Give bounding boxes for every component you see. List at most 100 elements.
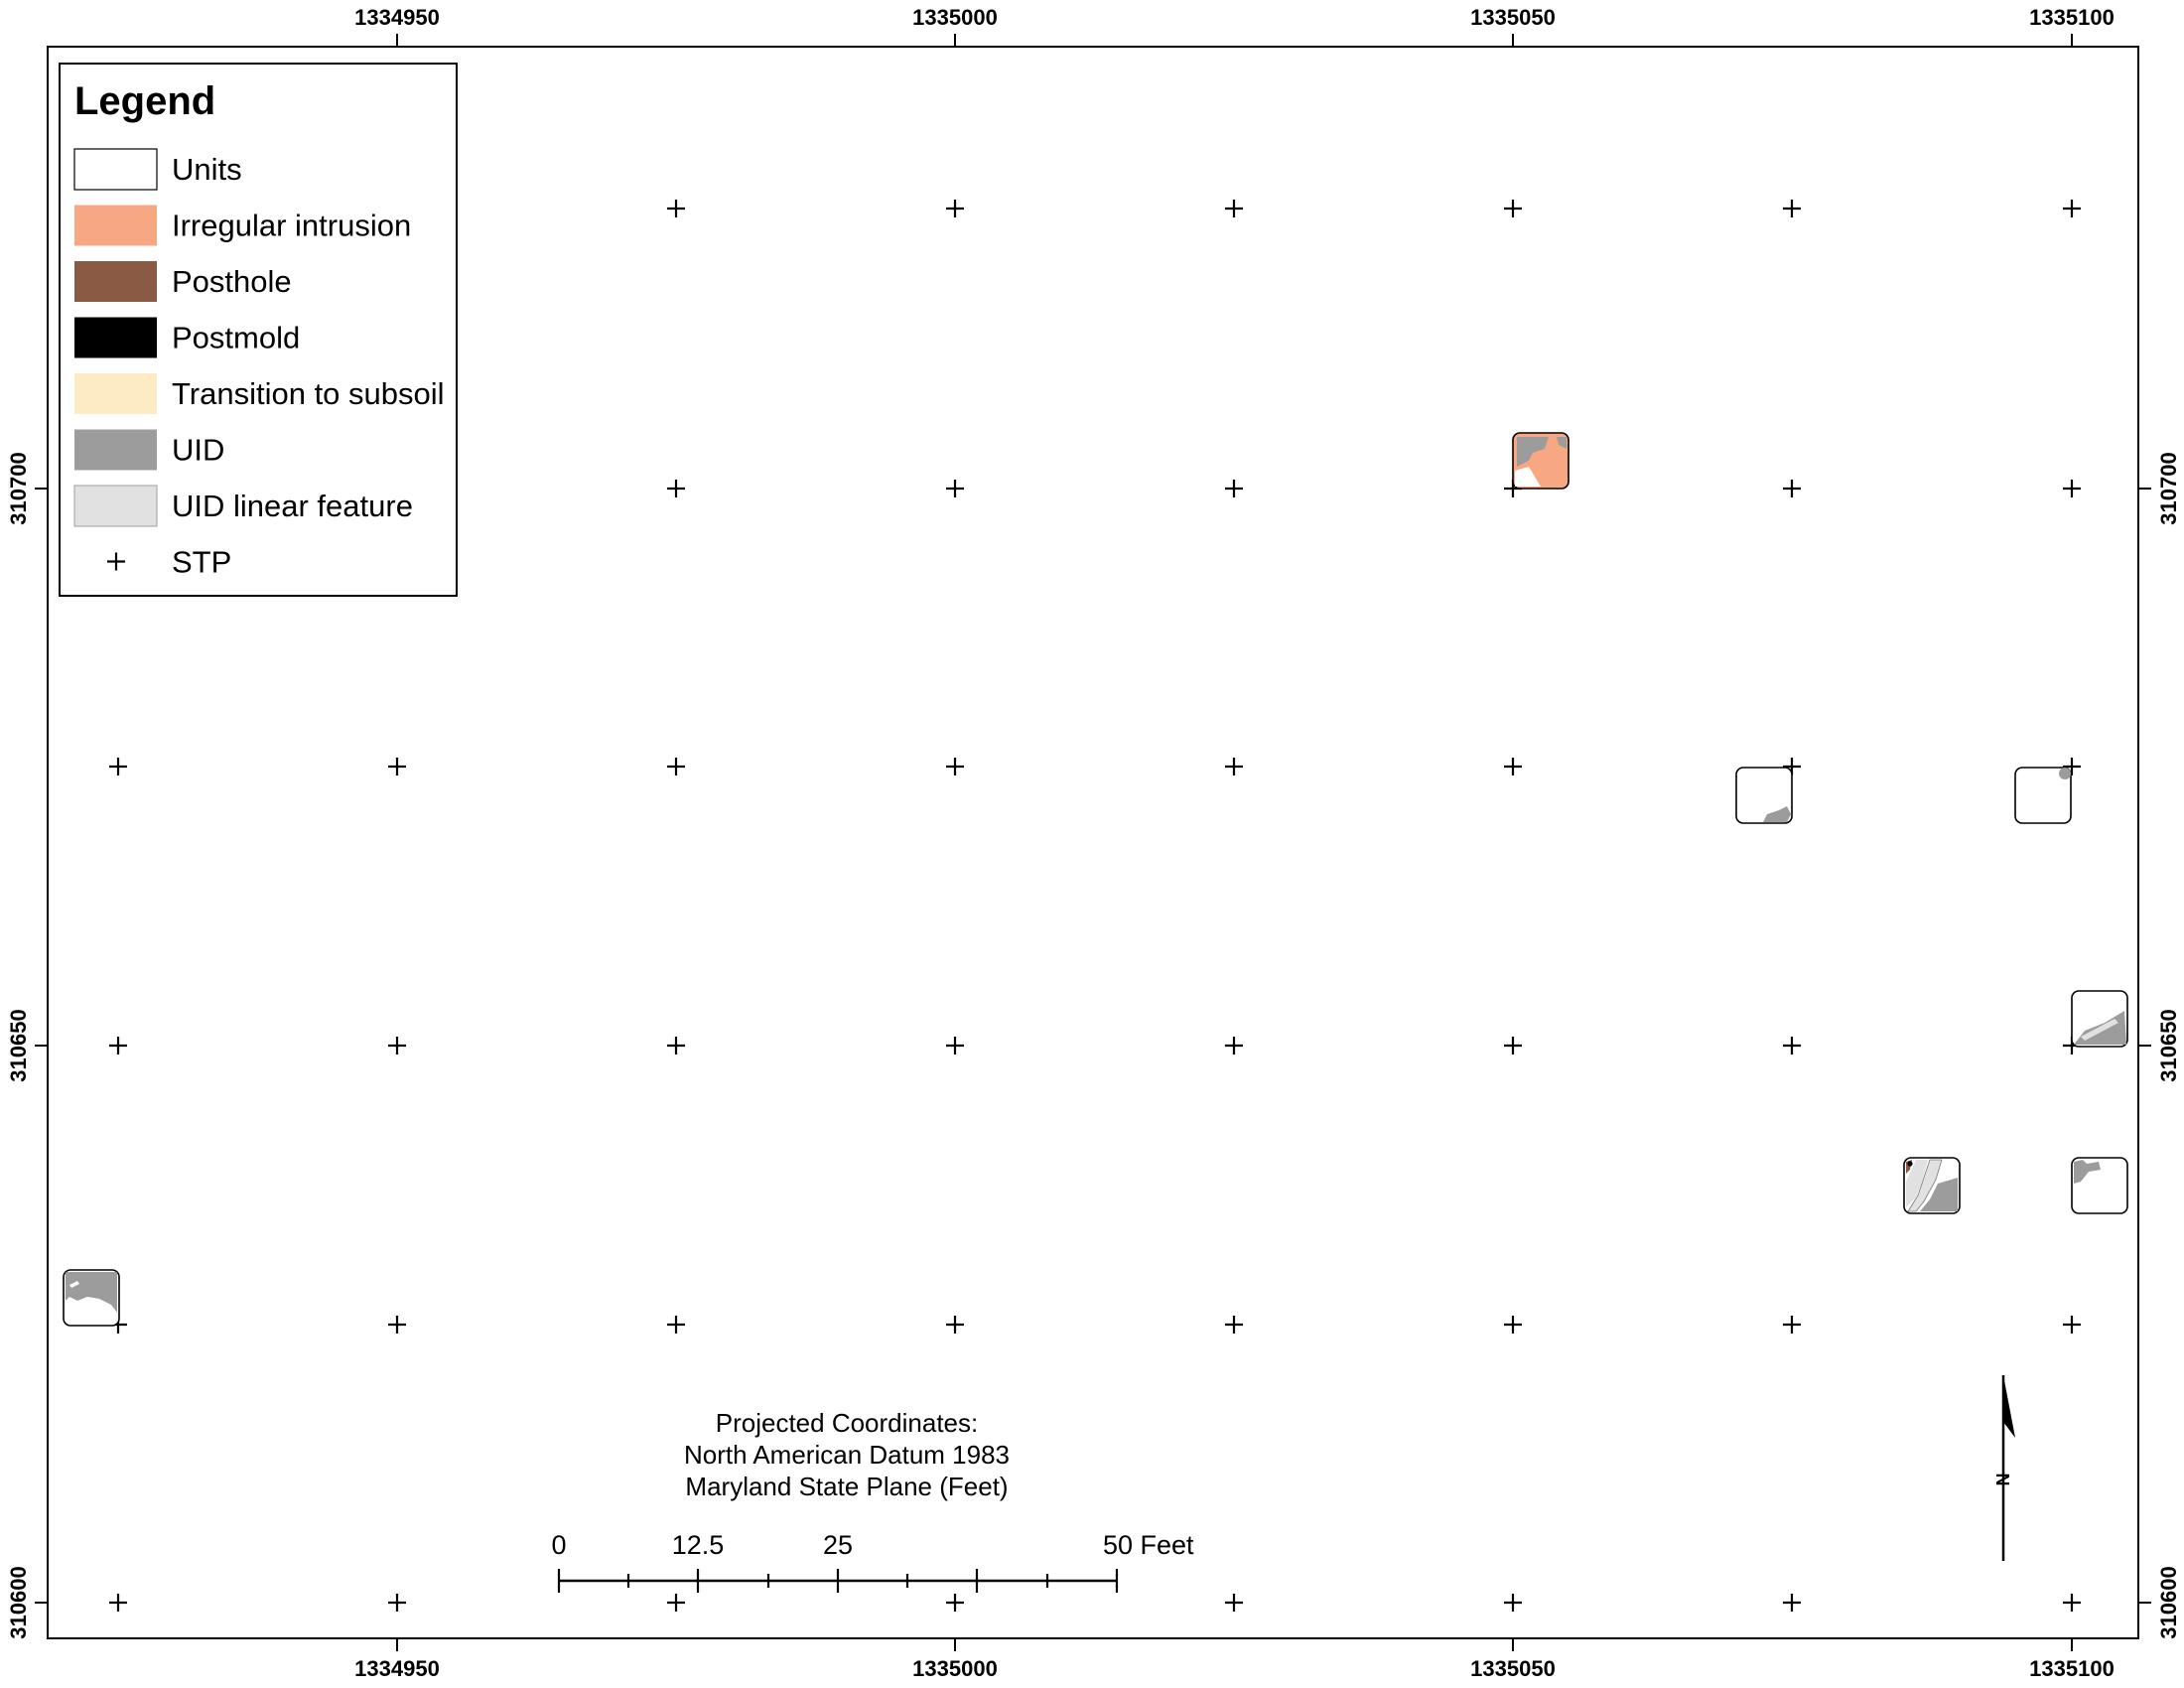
stp-cross-icon xyxy=(109,758,127,775)
excavation-units xyxy=(63,432,2128,1327)
stp-cross-icon xyxy=(388,1037,406,1055)
legend-item-label: STP xyxy=(172,545,231,580)
stp-cross-icon xyxy=(2063,1594,2081,1612)
legend: Legend Units Irregular intrusion Posthole P… xyxy=(59,63,458,597)
stp-cross-icon xyxy=(946,480,964,497)
stp-cross-icon xyxy=(1504,200,1522,217)
legend-item-label: Postmold xyxy=(172,321,300,355)
x-tick-label-bottom: 1335000 xyxy=(912,1656,998,1681)
legend-items: Units Irregular intrusion Posthole Postmold… xyxy=(73,148,445,580)
stp-cross-icon xyxy=(2063,1316,2081,1334)
legend-item: UID xyxy=(74,429,224,471)
x-tick-label-top: 1335050 xyxy=(1470,5,1556,30)
legend-swatch xyxy=(74,261,157,302)
unit-box xyxy=(2071,1157,2128,1214)
legend-title: Legend xyxy=(74,79,215,123)
stp-cross-icon xyxy=(109,1594,127,1612)
stp-cross-icon xyxy=(667,758,685,775)
unit-box xyxy=(1735,767,1793,824)
x-tick-label-top: 1334950 xyxy=(354,5,440,30)
stp-cross-icon xyxy=(946,1037,964,1055)
y-tick-label-left: 310650 xyxy=(6,1009,31,1081)
legend-item: STP xyxy=(107,545,231,580)
stp-cross-icon xyxy=(1783,1316,1801,1334)
stp-cross-icon xyxy=(1504,758,1522,775)
stp-cross-icon xyxy=(388,1594,406,1612)
legend-item: Irregular intrusion xyxy=(74,205,411,246)
x-tick-label-top: 1335100 xyxy=(2029,5,2115,30)
stp-cross-icon xyxy=(1783,480,1801,497)
legend-item-label: Posthole xyxy=(172,264,292,299)
x-tick-label-top: 1335000 xyxy=(912,5,998,30)
stp-cross-icon xyxy=(667,480,685,497)
y-tick-label-left: 310600 xyxy=(6,1566,31,1638)
stp-cross-icon xyxy=(1783,1037,1801,1055)
stp-cross-icon xyxy=(109,1037,127,1055)
legend-item: Transition to subsoil xyxy=(74,373,445,414)
stp-cross-icon xyxy=(1504,1316,1522,1334)
frame-ticks xyxy=(35,34,2151,1651)
stp-cross-icon xyxy=(1225,758,1243,775)
x-tick-label-bottom: 1335100 xyxy=(2029,1656,2115,1681)
stp-cross-icon xyxy=(946,200,964,217)
legend-item-label: UID xyxy=(172,433,224,468)
coordinates-note-line1: Projected Coordinates: xyxy=(716,1408,978,1438)
legend-item: Postmold xyxy=(74,317,300,358)
stp-cross-icon xyxy=(388,1316,406,1334)
coordinates-note-line2: North American Datum 1983 xyxy=(684,1440,1010,1470)
y-tick-label-right: 310700 xyxy=(2156,452,2181,524)
stp-cross-icon xyxy=(1783,1594,1801,1612)
x-tick-label-bottom: 1334950 xyxy=(354,1656,440,1681)
x-tick-label-bottom: 1335050 xyxy=(1470,1656,1556,1681)
stp-cross-icon xyxy=(1783,200,1801,217)
north-arrow-icon: N xyxy=(1993,1375,2015,1561)
stp-cross-icon xyxy=(946,1594,964,1612)
scale-label: 25 xyxy=(823,1530,853,1560)
stp-cross-icon xyxy=(1225,480,1243,497)
unit-box xyxy=(63,1269,120,1327)
legend-item-label: UID linear feature xyxy=(172,489,413,523)
stp-cross-icon xyxy=(1225,200,1243,217)
legend-item-label: Units xyxy=(172,152,242,187)
stp-cross-icon xyxy=(667,1594,685,1612)
stp-cross-icon xyxy=(107,552,125,571)
stp-cross-icon xyxy=(1504,1037,1522,1055)
stp-cross-icon xyxy=(2063,200,2081,217)
legend-swatch xyxy=(74,205,157,246)
scale-label: 50 Feet xyxy=(1103,1530,1194,1560)
unit-box xyxy=(1903,1157,1961,1214)
unit-box xyxy=(2071,990,2128,1048)
stp-cross-icon xyxy=(1225,1316,1243,1334)
legend-swatch xyxy=(74,429,157,471)
y-tick-label-left: 310700 xyxy=(6,452,31,524)
stp-cross-icon xyxy=(2063,758,2081,775)
legend-item: Units xyxy=(73,148,242,191)
legend-swatch xyxy=(74,317,157,358)
stp-cross-icon xyxy=(667,1316,685,1334)
north-label: N xyxy=(1993,1474,2013,1486)
scale-label: 12.5 xyxy=(672,1530,725,1560)
coordinates-note-line3: Maryland State Plane (Feet) xyxy=(685,1472,1008,1501)
scale-label: 0 xyxy=(551,1530,566,1560)
scale-bar: 0 12.5 25 50 Feet xyxy=(551,1530,1194,1593)
unit-box xyxy=(2014,767,2072,824)
stp-cross-icon xyxy=(388,758,406,775)
stp-cross-icon xyxy=(667,200,685,217)
legend-swatch xyxy=(73,485,158,527)
stp-cross-icon xyxy=(946,758,964,775)
coordinates-note: Projected Coordinates: North American Da… xyxy=(684,1408,1010,1501)
stp-cross-icon xyxy=(667,1037,685,1055)
legend-swatch xyxy=(74,373,157,414)
stp-cross-icon xyxy=(946,1316,964,1334)
legend-item: Posthole xyxy=(74,261,292,302)
legend-item-label: Irregular intrusion xyxy=(172,209,411,243)
unit-irregular-intrusion xyxy=(1512,432,1570,490)
stp-cross-icon xyxy=(1225,1037,1243,1055)
scale-bar-ticks xyxy=(557,1569,1119,1593)
y-tick-label-right: 310650 xyxy=(2156,1009,2181,1081)
stp-cross-icon xyxy=(2063,480,2081,497)
y-tick-label-right: 310600 xyxy=(2156,1566,2181,1638)
legend-swatch xyxy=(73,148,158,191)
legend-item-label: Transition to subsoil xyxy=(172,376,445,411)
